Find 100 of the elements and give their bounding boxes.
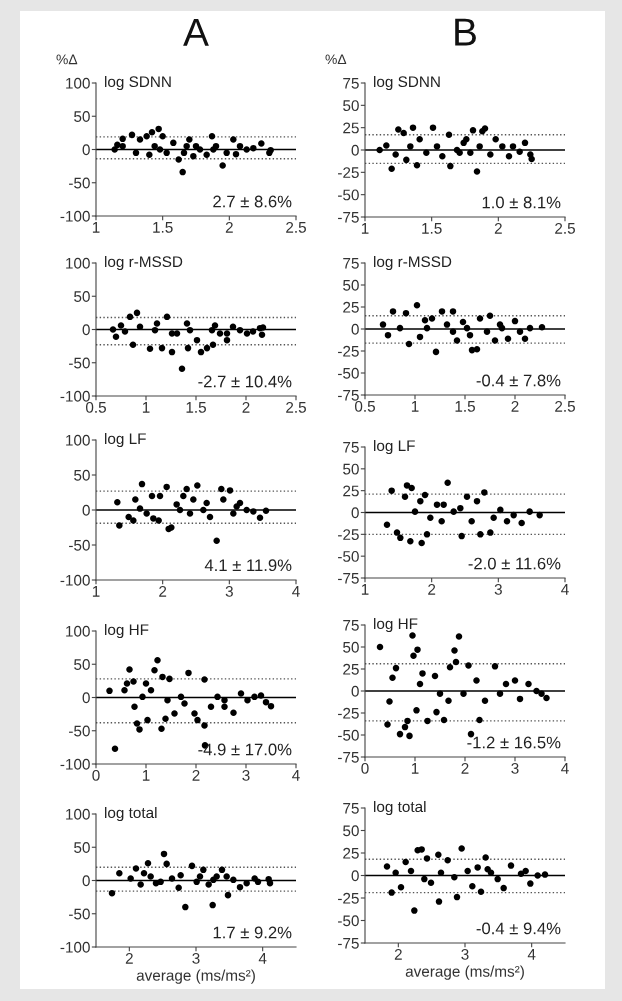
point	[410, 652, 417, 660]
point	[396, 324, 404, 332]
point	[413, 707, 420, 714]
point	[395, 126, 402, 133]
point	[160, 850, 168, 858]
point	[397, 534, 404, 542]
point	[481, 489, 488, 496]
point	[423, 324, 431, 332]
point	[525, 680, 532, 688]
point	[129, 341, 137, 349]
chart-title: log LF	[105, 432, 146, 448]
point	[250, 144, 257, 152]
point	[497, 506, 504, 514]
point	[467, 149, 474, 156]
x-tick-label: 2	[428, 583, 436, 595]
point	[444, 856, 451, 864]
y-axis-title: %Δ	[325, 54, 347, 65]
point	[194, 716, 201, 724]
point	[423, 855, 431, 862]
x-tick-label: 1	[411, 763, 419, 774]
point	[458, 845, 465, 852]
point	[114, 141, 121, 149]
point	[136, 136, 144, 143]
point	[401, 493, 409, 501]
x-tick-label: 3	[192, 952, 200, 964]
point	[148, 492, 156, 500]
y-tick-label: 100	[66, 257, 90, 269]
x-tick-label: 3	[511, 762, 519, 774]
y-tick-label: -50	[69, 725, 90, 737]
point	[413, 301, 421, 309]
point	[433, 708, 440, 716]
point	[132, 496, 139, 503]
point	[528, 155, 535, 163]
y-tick-label: 0	[82, 144, 90, 156]
point	[254, 878, 262, 886]
point	[166, 675, 173, 683]
point	[186, 326, 194, 334]
point	[156, 492, 164, 500]
point	[177, 693, 185, 701]
x-tick-label: 0.5	[85, 401, 106, 413]
y-tick-label: 75	[343, 442, 359, 453]
point	[451, 874, 458, 881]
point	[196, 873, 204, 880]
point	[492, 136, 499, 143]
y-tick-label: -100	[60, 758, 90, 770]
point	[175, 884, 182, 892]
point	[406, 732, 413, 740]
point	[201, 676, 208, 683]
point	[526, 324, 534, 332]
chart-title: log total	[374, 800, 426, 816]
y-tick-label: 50	[343, 641, 359, 653]
point	[179, 168, 186, 176]
point	[209, 341, 217, 349]
point	[407, 143, 414, 150]
point	[421, 875, 428, 883]
point	[158, 725, 165, 733]
x-tick-label: 2	[461, 762, 469, 774]
x-tick-label: 1.5	[455, 401, 475, 412]
point	[191, 710, 198, 717]
point	[201, 722, 208, 729]
point	[181, 700, 188, 707]
y-tick-label: -75	[338, 573, 359, 584]
point	[534, 872, 541, 879]
point	[168, 330, 176, 337]
point	[256, 514, 264, 521]
y-tick-label: 25	[343, 485, 359, 497]
point	[451, 647, 458, 654]
point	[413, 161, 421, 169]
point	[192, 142, 200, 150]
point	[476, 315, 484, 322]
point	[536, 511, 543, 519]
point	[154, 657, 161, 664]
point	[409, 124, 417, 131]
point	[452, 658, 460, 666]
chart-title: log r-MSSD	[374, 255, 452, 271]
point	[388, 487, 395, 494]
y-tick-label: 0	[351, 323, 359, 335]
point	[444, 479, 451, 487]
x-tick-label: 1	[361, 223, 369, 234]
point	[496, 321, 504, 328]
point	[407, 867, 415, 875]
point	[440, 716, 448, 724]
y-tick-label: -75	[338, 938, 359, 949]
point	[500, 884, 507, 892]
point	[458, 532, 465, 540]
point	[148, 128, 156, 136]
point	[469, 883, 476, 890]
point	[183, 485, 190, 493]
x-tick-label: 2.5	[555, 400, 575, 412]
point	[221, 703, 228, 711]
point	[125, 513, 132, 521]
point	[502, 680, 510, 688]
point	[405, 340, 413, 348]
point	[183, 320, 191, 327]
y-tick-label: -25	[338, 892, 359, 904]
y-tick-label: 0	[82, 324, 90, 336]
point	[423, 149, 430, 156]
point	[494, 875, 501, 883]
point	[496, 690, 504, 697]
point	[250, 508, 257, 515]
